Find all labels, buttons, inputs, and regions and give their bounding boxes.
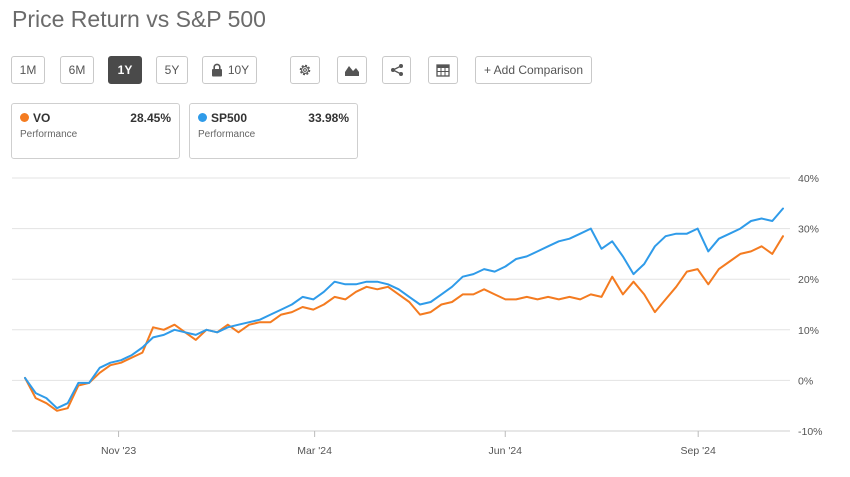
y-tick-label: 20%	[798, 274, 819, 286]
vo-performance-label: Performance	[20, 129, 78, 140]
lock-icon	[211, 63, 222, 77]
share-button[interactable]	[382, 56, 411, 84]
table-icon	[436, 63, 450, 77]
y-tick-label: 40%	[798, 173, 819, 185]
y-tick-label: 10%	[798, 325, 819, 337]
vo-performance-value: 28.45%	[130, 111, 171, 125]
page-title: Price Return vs S&P 500	[12, 6, 266, 32]
range-10y-label: 10Y	[227, 63, 250, 77]
sp500-performance-card[interactable]: SP500 33.98% Performance	[189, 103, 358, 159]
add-comparison-button[interactable]: + Add Comparison	[475, 56, 592, 84]
range-1y-button[interactable]: 1Y	[108, 56, 142, 84]
price-return-chart: 40% 30% 20% 10% 0% -10% Nov '23 Mar '24 Jun '24 S…	[12, 173, 823, 457]
series-line-vo	[24, 235, 784, 412]
sp500-color-dot	[198, 113, 207, 122]
mountain-chart-icon	[345, 66, 359, 76]
series-line-sp500	[24, 207, 784, 410]
x-tick-label: Nov '23	[101, 445, 136, 457]
vo-color-dot	[20, 113, 29, 122]
range-1m-button[interactable]: 1M	[11, 56, 45, 84]
range-10y-button[interactable]: 10Y	[202, 56, 257, 84]
vo-symbol: VO	[33, 111, 51, 125]
x-tick-label: Mar '24	[297, 445, 332, 457]
vo-performance-card[interactable]: VO 28.45% Performance	[11, 103, 180, 159]
y-tick-label: 30%	[798, 224, 819, 236]
sp500-performance-value: 33.98%	[308, 111, 349, 125]
range-6m-button[interactable]: 6M	[60, 56, 94, 84]
sp500-performance-label: Performance	[198, 129, 256, 140]
x-tick-label: Sep '24	[681, 445, 716, 457]
chart-type-button[interactable]	[337, 56, 367, 84]
sp500-symbol: SP500	[211, 111, 248, 125]
x-tick-label: Jun '24	[488, 445, 522, 457]
table-view-button[interactable]	[428, 56, 458, 84]
gear-icon	[299, 64, 311, 76]
share-icon	[390, 64, 403, 76]
y-tick-label: 0%	[798, 375, 813, 387]
range-5y-button[interactable]: 5Y	[156, 56, 188, 84]
settings-button[interactable]	[290, 56, 320, 84]
y-tick-label: -10%	[798, 426, 823, 438]
